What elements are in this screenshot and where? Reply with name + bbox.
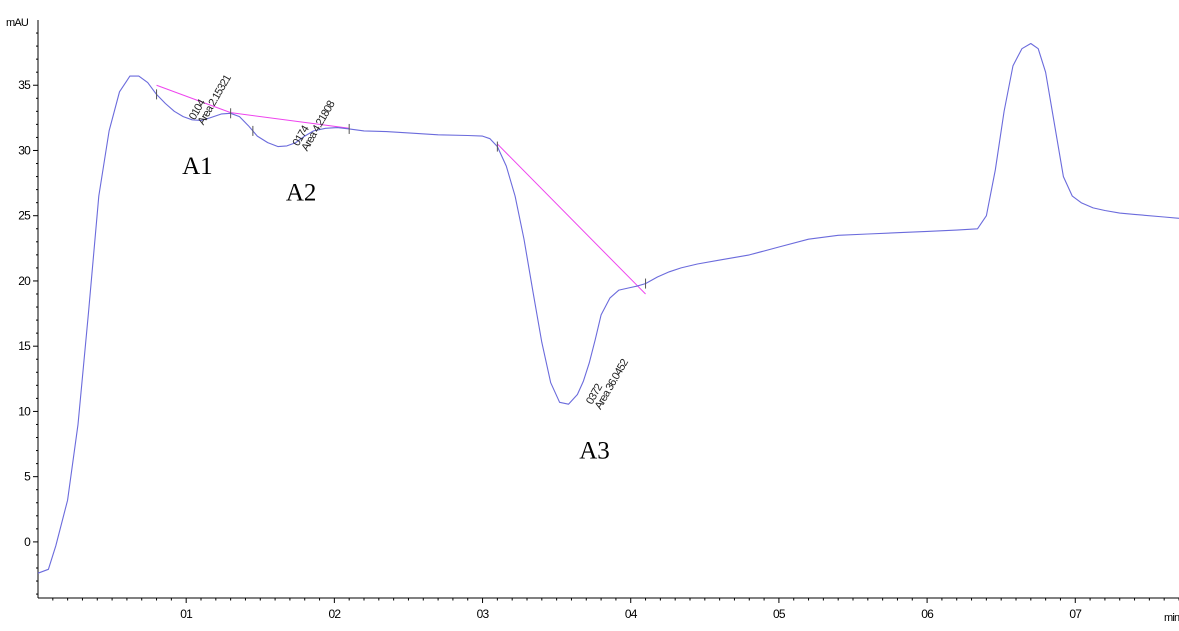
baseline-segment [497, 143, 646, 295]
x-tick-label: 06 [921, 607, 934, 621]
trace-layer [37, 42, 1179, 574]
y-tick-label: 15 [18, 339, 31, 353]
x-tick-label: 07 [1069, 607, 1082, 621]
y-tick-label: 25 [18, 209, 31, 223]
x-tick-label: 02 [328, 607, 341, 621]
y-tick-label: 35 [18, 78, 31, 92]
x-tick-label: 01 [180, 607, 193, 621]
peak-area-label: Area 2.15321 [196, 73, 234, 128]
x-tick-label: 03 [477, 607, 490, 621]
baseline-segments [156, 84, 646, 295]
series-line [37, 42, 1179, 574]
x-tick-label: 04 [625, 607, 638, 621]
x-tick-label: 05 [773, 607, 786, 621]
y-tick-label: 5 [24, 470, 31, 484]
y-tick-label: 20 [18, 274, 31, 288]
peak-area-label: Area 36.0452 [593, 357, 631, 412]
y-tick-label: 0 [24, 535, 31, 549]
peak-label: A2 [286, 179, 317, 206]
y-tick-label: 10 [18, 404, 31, 418]
baseline-segment [156, 84, 231, 114]
y-axis-unit-label: mAU [6, 17, 29, 29]
x-axis-unit-label: min [1164, 612, 1179, 624]
baseline-segment [230, 112, 350, 129]
peak-label: A3 [579, 438, 610, 465]
y-tick-label: 30 [18, 143, 31, 157]
peak-label: A1 [182, 153, 213, 180]
